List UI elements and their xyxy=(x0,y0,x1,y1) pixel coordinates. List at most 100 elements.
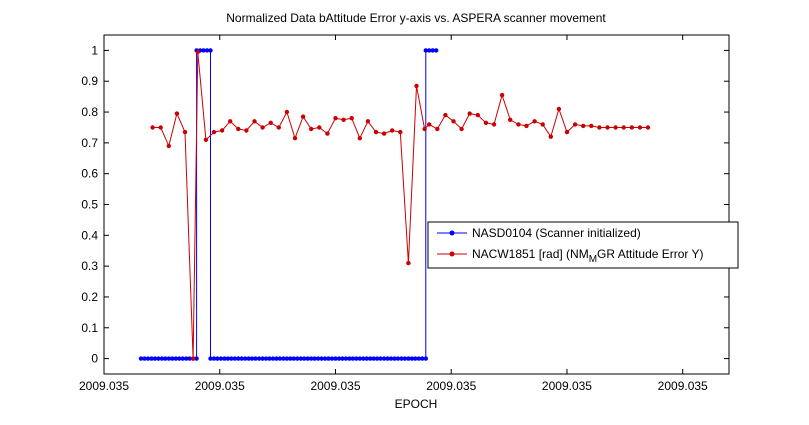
series-2-point xyxy=(508,117,513,123)
series-1-point xyxy=(159,356,165,361)
series-1-point xyxy=(385,356,390,361)
chart-legend: NASD0104 (Scanner initialized) NACW1851 … xyxy=(427,221,739,269)
legend-label-series-2-main: NACW1851 [rad] (NM xyxy=(472,247,589,261)
series-1-point xyxy=(256,356,262,361)
series-2-point xyxy=(268,120,273,126)
series-2-point xyxy=(581,123,586,129)
y-tick-label: 0.5 xyxy=(81,198,98,212)
series-2-point xyxy=(422,126,427,132)
series-2-point xyxy=(357,136,362,141)
series-1-point xyxy=(322,356,328,361)
series-2-point xyxy=(309,126,314,132)
series-1-point xyxy=(413,356,418,361)
series-1-point xyxy=(388,356,394,361)
series-2-point xyxy=(548,134,553,139)
series-1-point xyxy=(340,356,345,361)
series-1-point xyxy=(430,48,435,53)
series-1-point xyxy=(347,356,352,361)
series-2-point xyxy=(300,114,306,119)
series-1-point xyxy=(420,356,425,361)
series-1-point xyxy=(343,356,349,361)
y-tick-label: 0.1 xyxy=(81,321,98,335)
series-1-point xyxy=(239,356,244,361)
series-1-point xyxy=(211,356,217,361)
series-2-point xyxy=(390,128,395,133)
series-1-point xyxy=(315,356,321,361)
series-2-point xyxy=(182,129,188,135)
series-2-point xyxy=(174,111,180,116)
series-2-point xyxy=(621,125,626,130)
series-1-point xyxy=(409,356,415,361)
x-tick-label: 2009.035 xyxy=(658,379,708,393)
series-1-point xyxy=(423,356,428,361)
series-1-point xyxy=(392,356,397,361)
series-2-point xyxy=(195,49,200,55)
series-1-point xyxy=(274,356,279,361)
y-tick-label: 0.3 xyxy=(81,259,98,273)
series-1-point xyxy=(381,356,387,361)
series-1-point xyxy=(263,356,269,361)
series-1-point xyxy=(145,356,151,361)
series-2-point xyxy=(572,122,578,127)
series-2-point xyxy=(605,125,610,130)
x-tick-label: 2009.035 xyxy=(79,379,129,393)
series-2-point xyxy=(219,128,225,133)
series-1-point xyxy=(166,356,171,361)
series-1-point xyxy=(208,356,213,361)
y-tick-label: 0 xyxy=(91,352,98,366)
series-1-point xyxy=(156,356,161,361)
series-2-point xyxy=(435,126,440,132)
series-2-point xyxy=(483,120,489,126)
series-1-point xyxy=(225,356,230,361)
series-1-point xyxy=(253,356,258,361)
series-1-point xyxy=(309,356,314,361)
legend-label-series-2-rest: GR Attitude Error Y) xyxy=(597,247,703,261)
series-2-point xyxy=(284,109,290,115)
series-1-point xyxy=(416,356,421,361)
series-1-point xyxy=(326,356,331,361)
series-2-point xyxy=(292,136,298,141)
series-1-point xyxy=(249,356,255,361)
x-tick-label: 2009.035 xyxy=(426,379,476,393)
series-1-point xyxy=(163,356,168,361)
series-1-point xyxy=(284,356,290,361)
series-1-point xyxy=(229,356,234,361)
series-1-point xyxy=(427,48,432,53)
series-1-point xyxy=(260,356,265,361)
series-layer xyxy=(138,48,651,361)
series-2-point xyxy=(475,112,480,118)
series-1-point xyxy=(354,356,359,361)
series-1-point xyxy=(194,356,199,361)
series-2-point xyxy=(317,125,322,130)
series-2-point xyxy=(158,125,163,130)
series-1-point xyxy=(288,356,293,361)
series-1-point xyxy=(368,356,373,361)
series-1-point xyxy=(361,356,366,361)
series-2-point xyxy=(365,119,371,124)
series-1-point xyxy=(319,356,324,361)
series-1-point xyxy=(291,356,296,361)
series-2-point xyxy=(373,129,379,135)
series-1-point xyxy=(218,356,224,361)
series-1-point xyxy=(336,356,342,361)
y-tick-label: 0.9 xyxy=(81,74,98,88)
series-2-point xyxy=(166,143,171,149)
x-axis-label: EPOCH xyxy=(395,397,438,411)
series-2-point xyxy=(244,128,249,133)
series-2-point xyxy=(597,125,602,130)
series-1-point xyxy=(364,356,369,361)
x-tick-label: 2009.035 xyxy=(310,379,360,393)
series-2-point xyxy=(325,131,330,136)
series-2-point xyxy=(381,131,387,136)
y-tick-label: 0.8 xyxy=(81,105,98,119)
series-2-point xyxy=(228,119,233,124)
series-2-point xyxy=(236,126,241,132)
series-1-point xyxy=(180,356,185,361)
series-2-point xyxy=(333,116,338,121)
legend-label-series-1: NASD0104 (Scanner initialized) xyxy=(472,226,641,240)
series-1-point xyxy=(236,356,241,361)
series-1-point xyxy=(402,356,408,361)
series-2-point xyxy=(459,126,464,132)
series-2-point xyxy=(516,122,521,127)
